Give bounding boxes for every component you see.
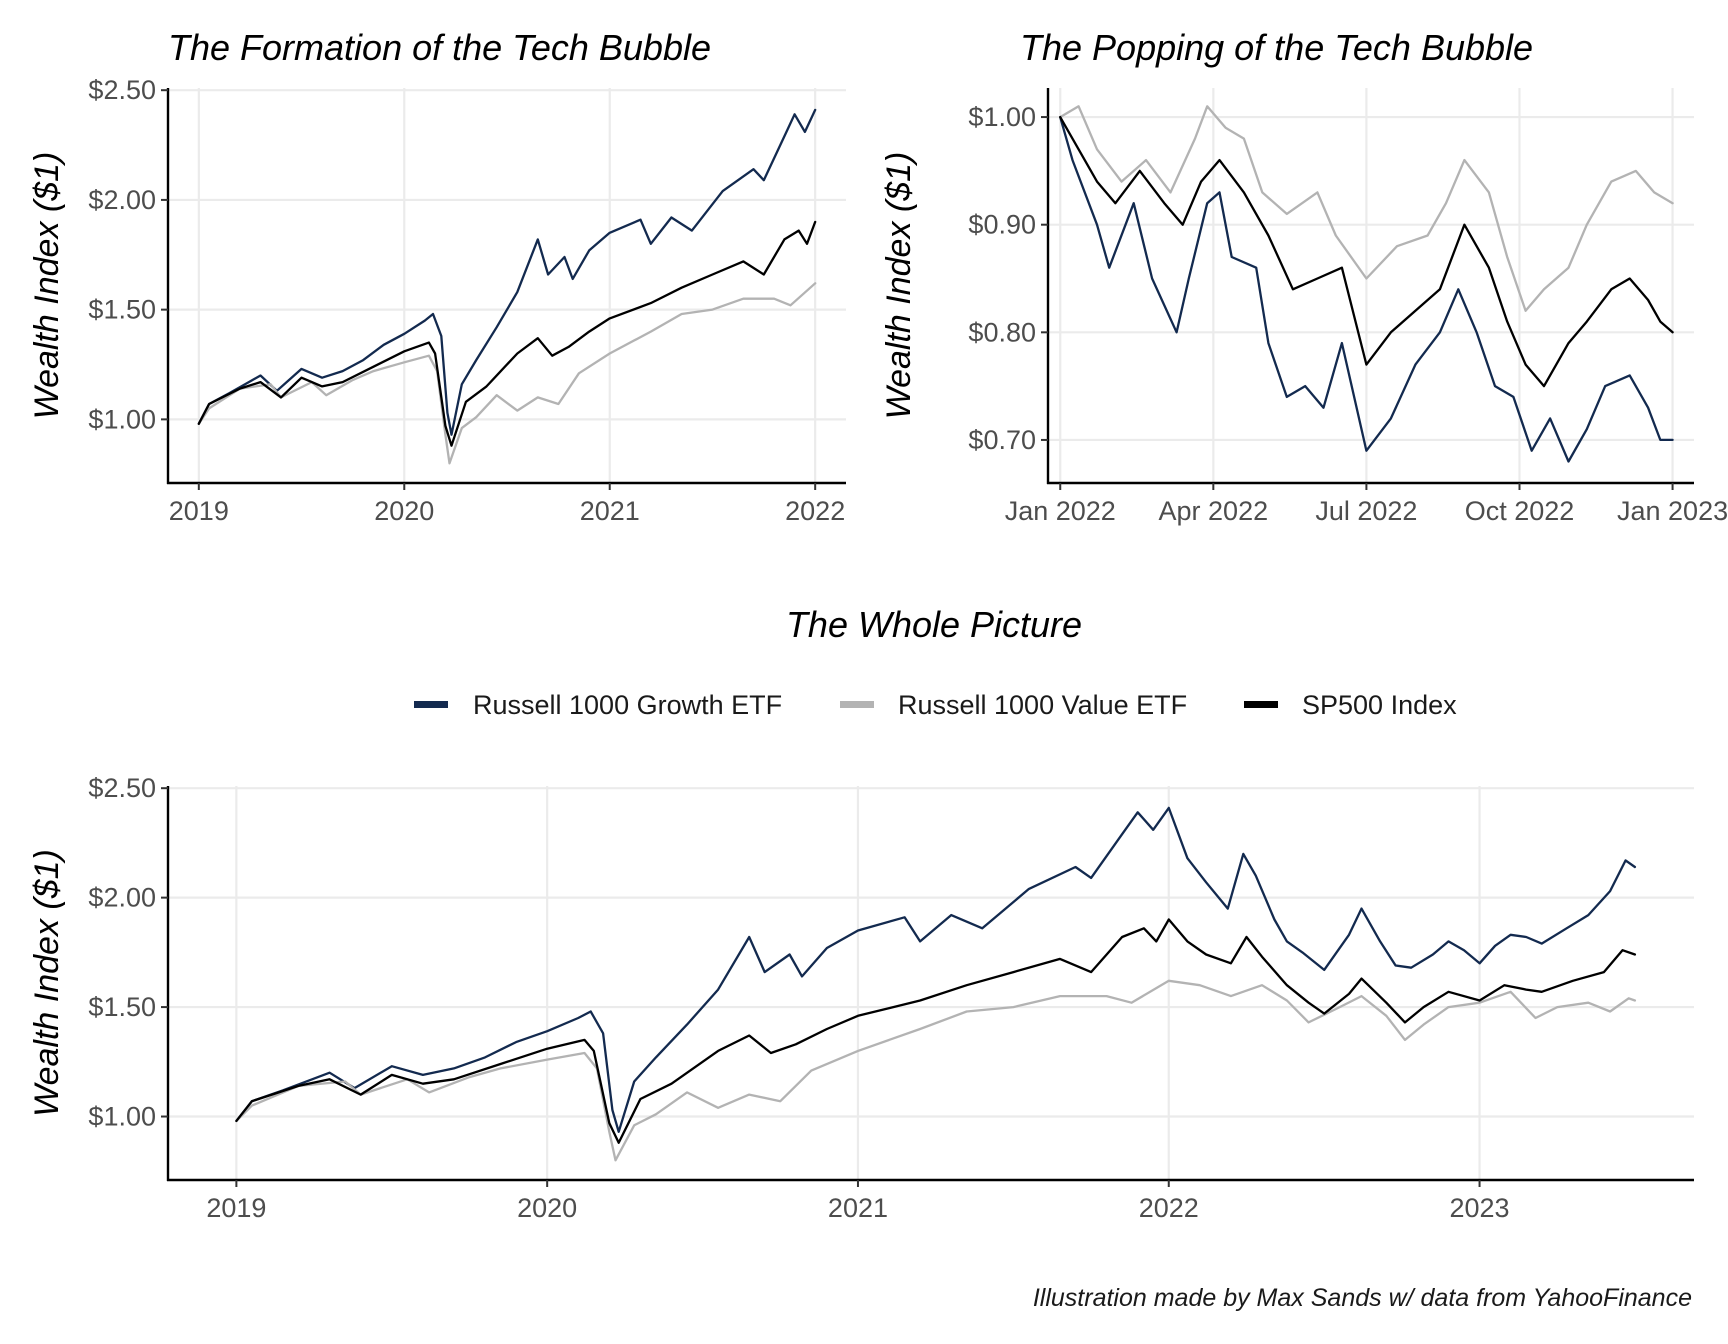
chart-title: The Popping of the Tech Bubble xyxy=(1020,27,1533,68)
series-line-value xyxy=(1059,105,1674,312)
legend-key-sp500 xyxy=(1244,701,1278,708)
series-line-sp500 xyxy=(1059,115,1674,388)
chart-title: The Whole Picture xyxy=(786,604,1082,645)
y-tick-label: $2.00 xyxy=(88,185,156,215)
legend-label-value: Russell 1000 Value ETF xyxy=(898,690,1187,720)
x-tick-label: 2020 xyxy=(517,1193,577,1223)
y-axis-title: Wealth Index ($1) xyxy=(880,152,918,420)
y-tick-label: $1.50 xyxy=(88,992,156,1022)
y-axis-title: Wealth Index ($1) xyxy=(28,849,66,1117)
y-tick-label: $1.50 xyxy=(88,295,156,325)
series-line-growth xyxy=(235,806,1637,1133)
figure-caption: Illustration made by Max Sands w/ data f… xyxy=(1033,1284,1692,1312)
x-tick-label: Oct 2022 xyxy=(1465,496,1575,526)
series-line-growth xyxy=(1059,115,1674,463)
legend-label-growth: Russell 1000 Growth ETF xyxy=(473,690,782,720)
legend: Russell 1000 Growth ETF Russell 1000 Valu… xyxy=(414,690,1457,720)
series-line-value xyxy=(197,282,817,465)
series-line-growth xyxy=(197,108,817,436)
x-tick-label: Jan 2023 xyxy=(1617,496,1728,526)
chart-panel-popping: The Popping of the Tech Bubble $0.70 $0.80… xyxy=(880,27,1728,526)
x-tick-label: 2021 xyxy=(580,496,640,526)
series-line-value xyxy=(235,979,1637,1162)
x-tick-label: 2020 xyxy=(374,496,434,526)
chart-panel-whole: The Whole Picture $1.00 $1.50 $2.00 $2.50 201… xyxy=(28,604,1694,1223)
y-tick-label: $1.00 xyxy=(88,404,156,434)
y-tick-label: $1.00 xyxy=(968,102,1036,132)
y-tick-label: $2.50 xyxy=(88,75,156,105)
x-tick-label: 2019 xyxy=(169,496,229,526)
chart-panel-formation: The Formation of the Tech Bubble $1.00 $1.… xyxy=(28,27,846,526)
x-tick-label: 2021 xyxy=(828,1193,888,1223)
y-tick-label: $0.90 xyxy=(968,210,1036,240)
legend-label-sp500: SP500 Index xyxy=(1302,690,1457,720)
y-tick-label: $0.70 xyxy=(968,425,1036,455)
y-axis-title: Wealth Index ($1) xyxy=(28,152,66,420)
series-line-sp500 xyxy=(235,918,1637,1144)
y-tick-label: $1.00 xyxy=(88,1102,156,1132)
series-line-sp500 xyxy=(197,220,817,447)
x-tick-label: Apr 2022 xyxy=(1159,496,1269,526)
x-tick-label: 2023 xyxy=(1450,1193,1510,1223)
y-tick-label: $0.80 xyxy=(968,317,1036,347)
y-tick-label: $2.50 xyxy=(88,773,156,803)
x-tick-label: 2022 xyxy=(785,496,845,526)
x-tick-label: 2022 xyxy=(1139,1193,1199,1223)
y-tick-label: $2.00 xyxy=(88,883,156,913)
legend-key-growth xyxy=(414,701,448,708)
x-tick-label: Jan 2022 xyxy=(1005,496,1116,526)
chart-title: The Formation of the Tech Bubble xyxy=(168,27,711,68)
legend-key-value xyxy=(840,701,874,708)
x-tick-label: Jul 2022 xyxy=(1315,496,1417,526)
x-tick-label: 2019 xyxy=(206,1193,266,1223)
